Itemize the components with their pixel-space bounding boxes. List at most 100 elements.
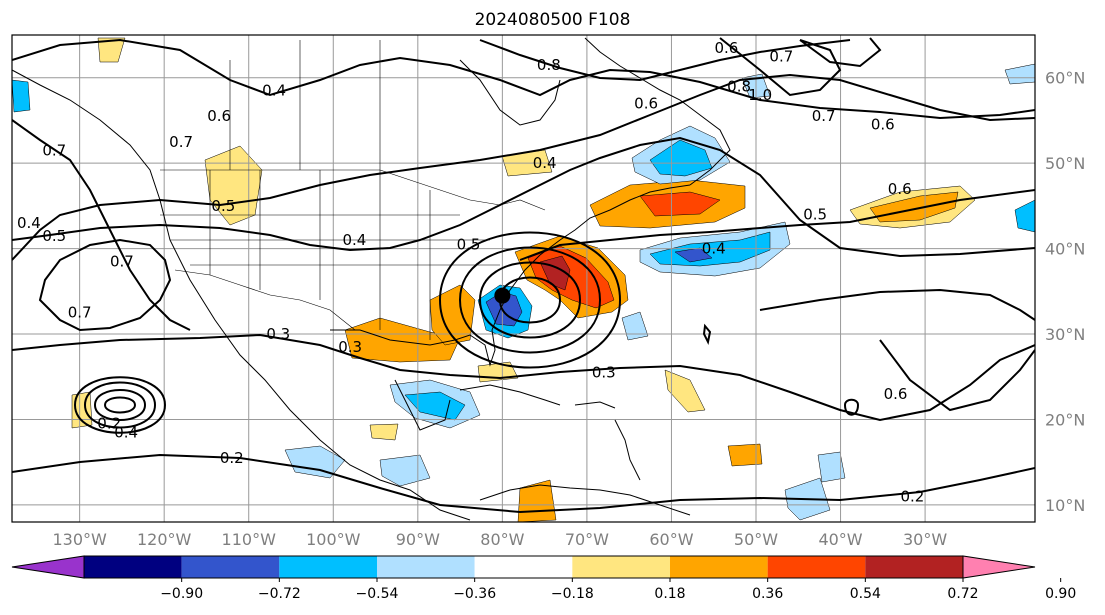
- negative-anomaly-small-5: [1014, 199, 1035, 233]
- negative-anomaly-small-3: [1004, 63, 1035, 85]
- storm-center-marker: [494, 287, 511, 304]
- colorbar-bin: [377, 556, 475, 578]
- contour-label: 0.2: [220, 449, 244, 467]
- longitude-tick-labels: 130°W 120°W 110°W 100°W 90°W 80°W 70°W 60°W 50°W…: [52, 530, 947, 549]
- contour-label: 0.4: [342, 231, 366, 249]
- contour-label: 0.7: [769, 47, 793, 65]
- contour-label: 0.6: [871, 116, 895, 134]
- colorbar-tick-label: −0.54: [356, 586, 399, 602]
- colorbar-extend-high: [962, 555, 1036, 579]
- positive-anomaly-newfoundland-core: [639, 191, 721, 217]
- colorbar-bin: [865, 556, 963, 578]
- lon-tick-label: 80°W: [480, 530, 524, 549]
- map-frame: [11, 34, 1036, 523]
- contour-0.8: [479, 39, 851, 82]
- colorbar-bin: [474, 556, 573, 578]
- contour-label: 0.8: [727, 77, 751, 95]
- contour-0.2: [12, 453, 1035, 514]
- contour-label: 0.3: [592, 363, 616, 381]
- contour-label: 0.6: [888, 180, 912, 198]
- contour-0.6c: [879, 339, 1035, 412]
- coastline-canada-east: [584, 37, 731, 186]
- contour-label: 0.7: [110, 252, 134, 270]
- state-lines-1: [209, 170, 431, 340]
- contour-label: 0.6: [634, 94, 658, 112]
- colorbar-tick-label: 0.54: [850, 586, 881, 602]
- lon-tick-label: 50°W: [734, 530, 778, 549]
- positive-anomaly-small-8: [369, 423, 399, 441]
- contour-label: 0.6: [884, 385, 908, 403]
- contour-0.6b: [759, 288, 1035, 321]
- negative-anomaly-atlantic-peak: [674, 247, 713, 263]
- coastline-antilles: [614, 419, 641, 481]
- coastline-cuba: [459, 384, 561, 406]
- contour-0.7c: [799, 37, 882, 68]
- contour-label: 0.4: [702, 240, 726, 258]
- political-borders: [160, 40, 546, 340]
- contour-label: 0.7: [169, 133, 193, 151]
- contour-0.7: [12, 119, 191, 331]
- negative-anomaly-central-america: [284, 445, 346, 479]
- coastline-yucatan: [394, 379, 451, 431]
- contour-small-closed-1: [843, 398, 860, 416]
- lon-tick-label: 110°W: [222, 530, 277, 549]
- lon-tick-label: 90°W: [396, 530, 440, 549]
- border-us-canada: [160, 169, 546, 211]
- map-title: 2024080500 F108: [474, 10, 631, 30]
- colorbar-tick-label: 0.18: [654, 586, 685, 602]
- contour-label: 0.5: [803, 205, 827, 223]
- contour-0.6: [12, 38, 1035, 120]
- contour-rings-storm: [438, 231, 622, 369]
- coastline-north-america-west: [12, 69, 471, 521]
- contour-label: 0.4: [114, 423, 138, 441]
- contour-label: 0.2: [97, 415, 121, 433]
- negative-anomaly-small-1: [817, 451, 846, 483]
- state-lines-2: [160, 214, 500, 266]
- colorbar-tick-label: 0.36: [752, 586, 783, 602]
- colorbar-bin: [670, 556, 768, 578]
- contour-labels: 0.80.60.60.81.00.70.7 0.60.40.60.70.70.50…: [17, 39, 924, 506]
- contour-label: 1.0: [748, 86, 772, 104]
- colorbar-bin: [279, 556, 377, 578]
- lon-tick-label: 30°W: [903, 530, 947, 549]
- contour-label: 0.7: [68, 304, 92, 322]
- contour-1.0: [719, 37, 842, 97]
- lat-tick-label: 40°N: [1045, 240, 1085, 259]
- contour-label: 0.4: [17, 214, 41, 232]
- contour-label: 0.5: [457, 235, 481, 253]
- lat-tick-label: 50°N: [1045, 154, 1085, 173]
- negative-anomaly-small-4: [621, 311, 649, 341]
- contour-label: 0.5: [211, 197, 235, 215]
- contour-label: 0.5: [42, 227, 66, 245]
- contour-label: 0.6: [207, 107, 231, 125]
- coastline-hudson: [459, 59, 561, 126]
- lon-tick-label: 40°W: [818, 530, 862, 549]
- contour-label: 0.8: [537, 56, 561, 74]
- contour-small-closed-2: [702, 323, 712, 346]
- negative-anomaly-east-pacific: [12, 79, 31, 113]
- colorbar-frame: [83, 555, 964, 579]
- contour-label: 0.6: [714, 39, 738, 57]
- colorbar-tick-label: −0.72: [258, 586, 301, 602]
- latitude-tick-labels: 10°N 20°N 30°N 40°N 50°N 60°N: [1045, 69, 1085, 515]
- colorbar-bin: [181, 556, 280, 578]
- contour-rings-pacific-low: [73, 376, 167, 434]
- lon-tick-label: 120°W: [137, 530, 192, 549]
- contour-label: 0.7: [812, 107, 836, 125]
- lat-tick-label: 60°N: [1045, 69, 1085, 88]
- colorbar-tick-label: 0.72: [947, 586, 978, 602]
- contour-0.5b: [519, 189, 1035, 261]
- colorbar-tick-label: −0.36: [453, 586, 496, 602]
- lon-tick-label: 130°W: [52, 530, 107, 549]
- contour-label: 0.7: [42, 141, 66, 159]
- colorbar: −0.90 −0.72 −0.54 −0.36 −0.18 0.18 0.36 0.54 0.7…: [11, 555, 1076, 602]
- coastline-hispaniola: [574, 401, 616, 409]
- lon-tick-label: 70°W: [565, 530, 609, 549]
- contour-0.7b: [38, 238, 172, 332]
- contour-label: 0.4: [262, 82, 286, 100]
- contour-label: 0.2: [900, 487, 924, 505]
- colorbar-tick-label: 0.90: [1045, 586, 1076, 602]
- positive-anomaly-small-4: [727, 443, 763, 467]
- colorbar-bin: [572, 556, 670, 578]
- contour-lines: [12, 37, 1035, 514]
